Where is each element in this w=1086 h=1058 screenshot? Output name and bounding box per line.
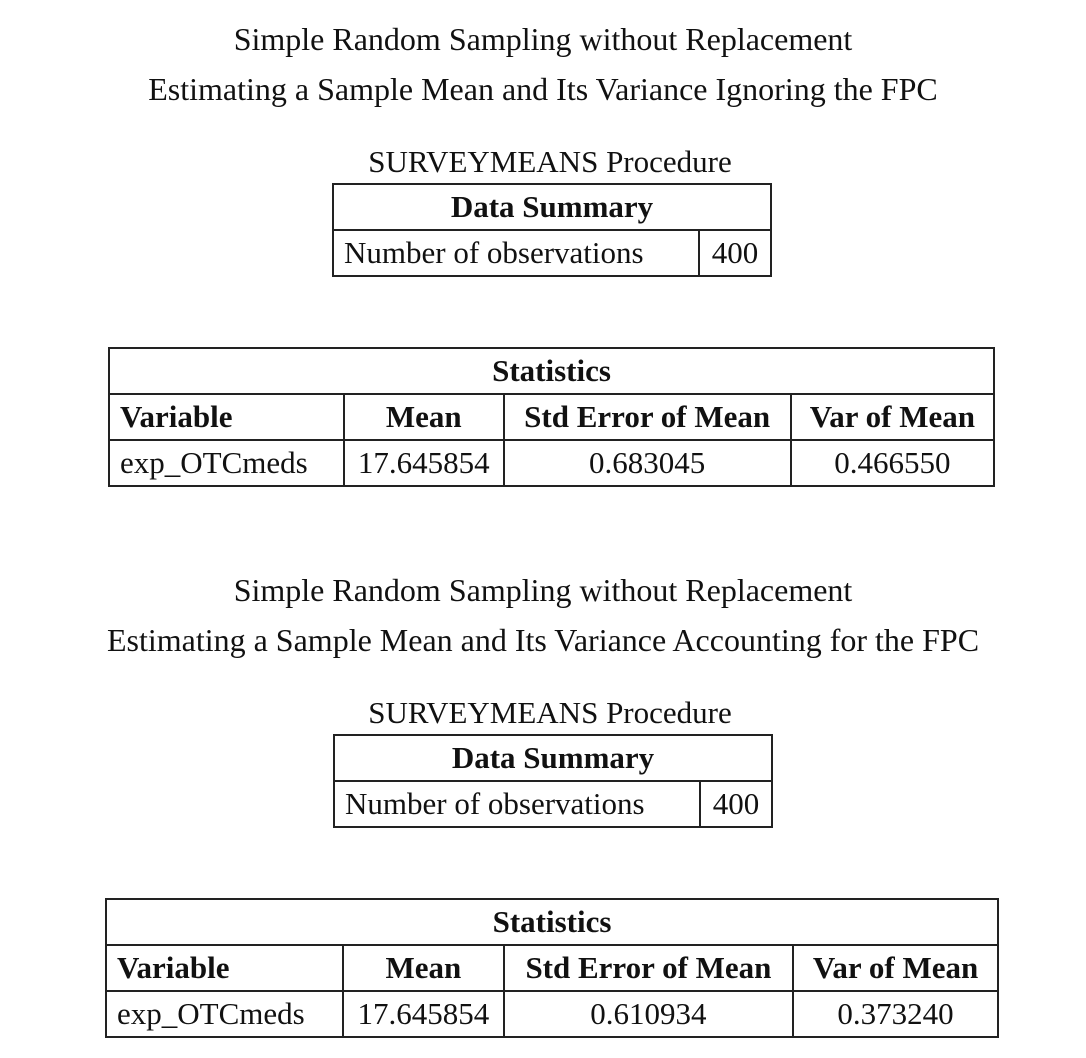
procedure-title: SURVEYMEANS Procedure (368, 695, 732, 730)
statistics-caption: Statistics (108, 347, 995, 395)
cell-mean: 17.645854 (342, 990, 505, 1038)
header-var-of-mean: Var of Mean (789, 393, 996, 441)
procedure-title: SURVEYMEANS Procedure (368, 144, 732, 179)
observations-label: Number of observations (333, 780, 701, 828)
cell-variable: exp_OTCmeds (104, 990, 345, 1038)
title-line-2: Estimating a Sample Mean and Its Varianc… (106, 622, 980, 658)
data-summary-table: Data Summary Number of observations 400 (333, 734, 773, 828)
data-summary-caption: Data Summary (333, 734, 773, 782)
header-std-error: Std Error of Mean (502, 393, 792, 441)
cell-var-of-mean: 0.373240 (792, 990, 999, 1038)
observations-value: 400 (698, 229, 772, 277)
statistics-caption: Statistics (105, 898, 999, 946)
cell-std-error: 0.610934 (502, 990, 795, 1038)
title-line-1: Simple Random Sampling without Replaceme… (233, 21, 853, 57)
observations-label: Number of observations (332, 229, 700, 277)
cell-variable: exp_OTCmeds (108, 439, 345, 487)
header-mean: Mean (342, 393, 505, 441)
table-row: exp_OTCmeds 17.645854 0.683045 0.466550 (108, 439, 996, 487)
header-mean: Mean (342, 944, 505, 992)
header-var-of-mean: Var of Mean (792, 944, 999, 992)
observations-value: 400 (699, 780, 773, 828)
data-summary-table: Data Summary Number of observations 400 (332, 183, 772, 277)
header-variable: Variable (108, 393, 345, 441)
title-line-2: Estimating a Sample Mean and Its Varianc… (148, 71, 938, 107)
table-row: exp_OTCmeds 17.645854 0.610934 0.373240 (104, 990, 999, 1038)
header-variable: Variable (104, 944, 345, 992)
statistics-table: Statistics Variable Mean Std Error of Me… (108, 347, 996, 487)
header-std-error: Std Error of Mean (502, 944, 795, 992)
cell-mean: 17.645854 (342, 439, 505, 487)
statistics-table: Statistics Variable Mean Std Error of Me… (104, 898, 999, 1038)
title-line-1: Simple Random Sampling without Replaceme… (233, 572, 853, 608)
cell-std-error: 0.683045 (502, 439, 792, 487)
cell-var-of-mean: 0.466550 (789, 439, 996, 487)
data-summary-caption: Data Summary (332, 183, 772, 231)
